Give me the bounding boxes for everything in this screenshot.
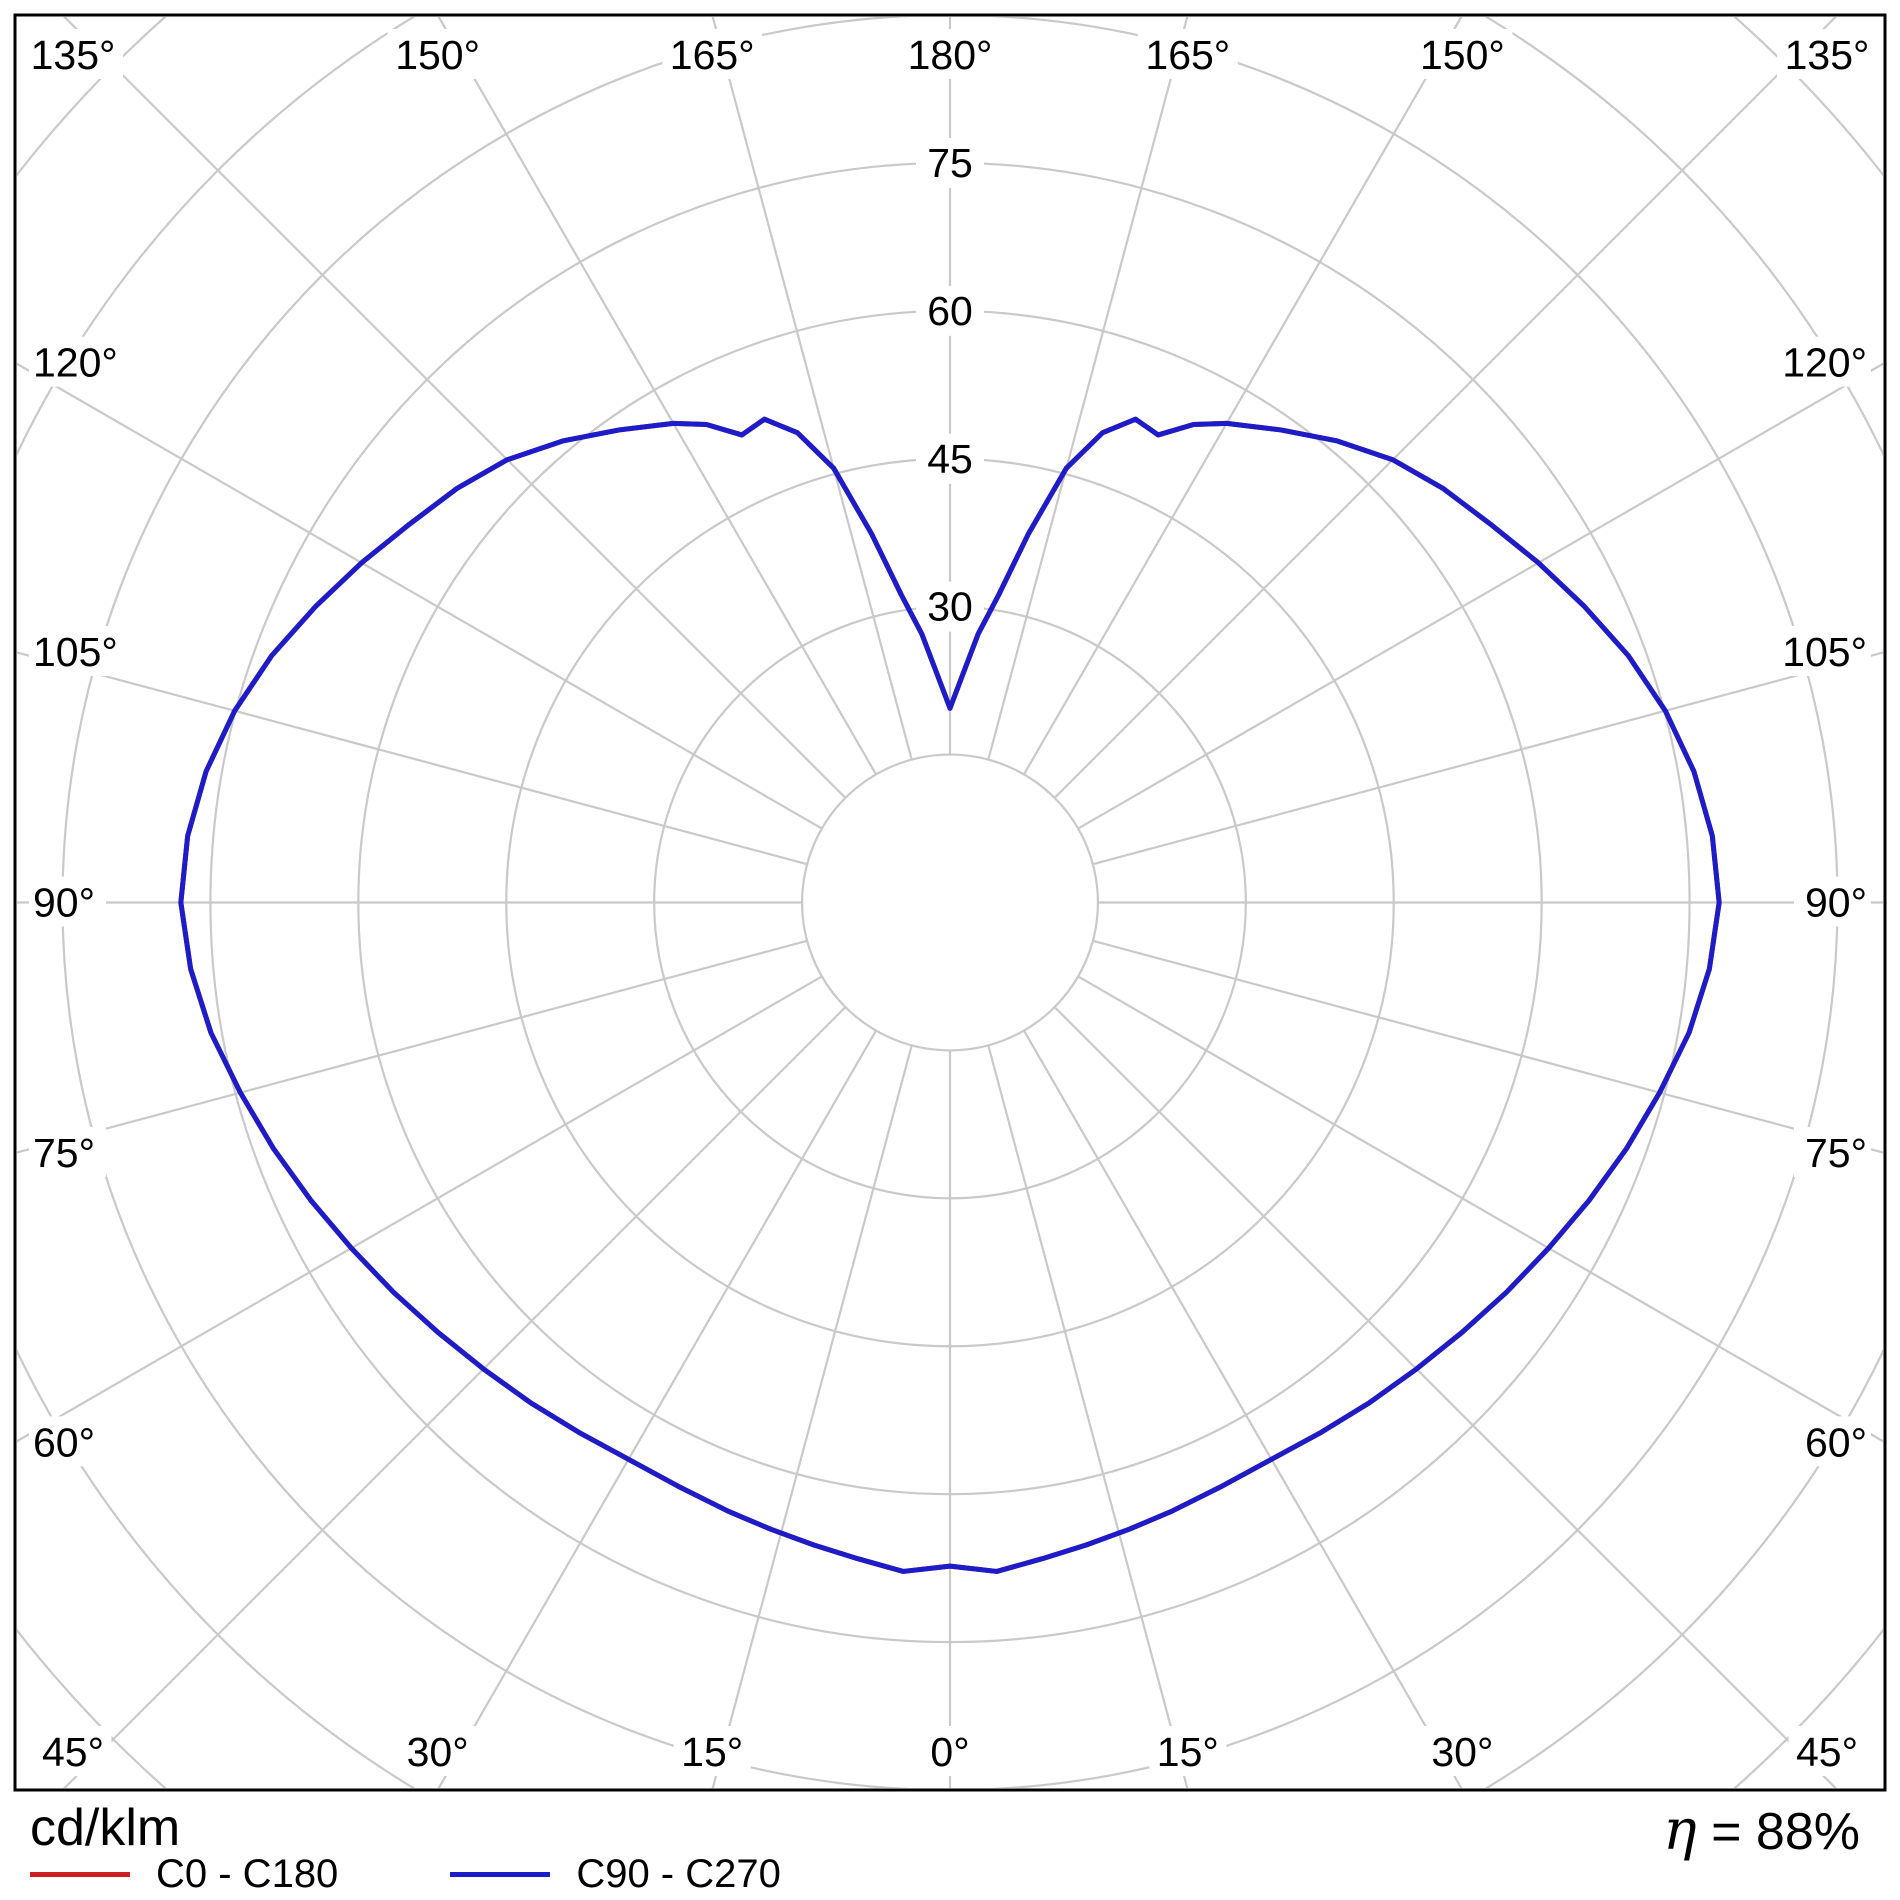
label-background [34, 1726, 112, 1776]
angle-grid-line [17, 362, 823, 830]
label-background [662, 29, 763, 79]
legend-swatch-c90-c270 [450, 1872, 551, 1877]
angle-label: 165° [1145, 32, 1230, 78]
radial-grid-circle [800, 753, 1100, 1052]
angle-label: 45° [42, 1729, 104, 1775]
angle-grid-line [1023, 1030, 1463, 1788]
label-background [1412, 29, 1513, 79]
angle-grid-line [437, 1030, 877, 1788]
angle-grid-line [17, 975, 823, 1443]
label-background [29, 876, 106, 927]
axis-labels: 0° 15° 15° 30° 30° 45° 45° 60° 60° 75° 75° 90° 90° 10… [23, 29, 1877, 1776]
radial-tick-label: 75 [927, 140, 973, 186]
angle-grid-line [1077, 975, 1883, 1443]
angle-grid-line [987, 17, 1189, 760]
angle-grid-line [62, 17, 847, 799]
radial-tick-label: 60 [927, 288, 973, 334]
angle-label: 150° [395, 32, 480, 78]
angle-label: 60° [33, 1419, 95, 1465]
angle-label: 0° [930, 1729, 969, 1775]
chart-border [13, 13, 1887, 1792]
label-background [916, 581, 984, 632]
label-background [1788, 1726, 1866, 1776]
angle-label: 105° [1782, 629, 1867, 675]
angle-grid-line [1092, 651, 1883, 866]
legend-swatch-c0-c180 [30, 1872, 130, 1877]
angle-grid-line [1023, 17, 1463, 775]
legend-label-c90-c270: C90 - C270 [576, 1852, 781, 1896]
efficiency-label: η = 88% [1663, 1798, 1860, 1863]
angle-label: 45° [1796, 1729, 1858, 1775]
label-background [1794, 876, 1871, 927]
curve-c90-c270 [178, 416, 1722, 1574]
angle-grid-line [711, 1045, 913, 1788]
angle-label: 135° [31, 32, 116, 78]
label-background [1149, 1726, 1227, 1776]
angle-grid-line [1092, 939, 1883, 1154]
angle-label: 30° [1431, 1729, 1493, 1775]
label-background [1423, 1726, 1501, 1776]
label-background [399, 1726, 477, 1776]
curves [178, 416, 1722, 1574]
angle-label: 105° [33, 629, 118, 675]
label-background [29, 1416, 106, 1467]
angle-label: 165° [670, 32, 755, 78]
label-background [387, 29, 488, 79]
angle-grid-line [17, 939, 808, 1154]
angle-label: 75° [33, 1130, 95, 1176]
label-background [673, 1726, 751, 1776]
label-background [29, 336, 129, 387]
label-background [916, 285, 984, 336]
label-background [29, 1127, 106, 1178]
angle-grid-line [1053, 17, 1838, 799]
label-background [916, 137, 984, 188]
angle-label: 135° [1785, 32, 1870, 78]
angle-grid-line [987, 1045, 1189, 1788]
label-background [23, 29, 123, 79]
angle-label: 120° [1782, 340, 1867, 386]
angle-label: 60° [1805, 1419, 1867, 1465]
label-background [29, 625, 129, 676]
angle-grid-line [17, 651, 808, 866]
radial-tick-label: 30 [927, 584, 973, 630]
angle-label: 90° [1805, 880, 1867, 926]
angle-label: 30° [407, 1729, 469, 1775]
eta-symbol: η [1663, 1798, 1697, 1863]
label-background [900, 29, 1000, 79]
angle-label: 180° [908, 32, 993, 78]
angle-label: 150° [1420, 32, 1505, 78]
legend: C0 - C180 C90 - C270 [30, 1852, 893, 1897]
label-background [1777, 29, 1877, 79]
angle-grid-line [1077, 362, 1883, 830]
angle-label: 15° [1157, 1729, 1219, 1775]
label-background [1794, 1416, 1871, 1467]
angle-grid-line [437, 17, 877, 775]
label-background [923, 1726, 977, 1776]
label-background [1137, 29, 1238, 79]
label-background [1771, 336, 1871, 387]
angle-label: 90° [33, 880, 95, 926]
eta-value: = 88% [1696, 1803, 1860, 1861]
angle-label: 120° [33, 340, 118, 386]
radial-tick-label: 45 [927, 436, 973, 482]
angle-label: 75° [1805, 1130, 1867, 1176]
label-background [1794, 1127, 1871, 1178]
angle-label: 15° [681, 1729, 743, 1775]
label-background [1771, 625, 1871, 676]
units-label: cd/klm [30, 1799, 181, 1857]
label-background [916, 433, 984, 484]
legend-label-c0-c180: C0 - C180 [156, 1852, 339, 1896]
angle-grid-line [711, 17, 913, 760]
